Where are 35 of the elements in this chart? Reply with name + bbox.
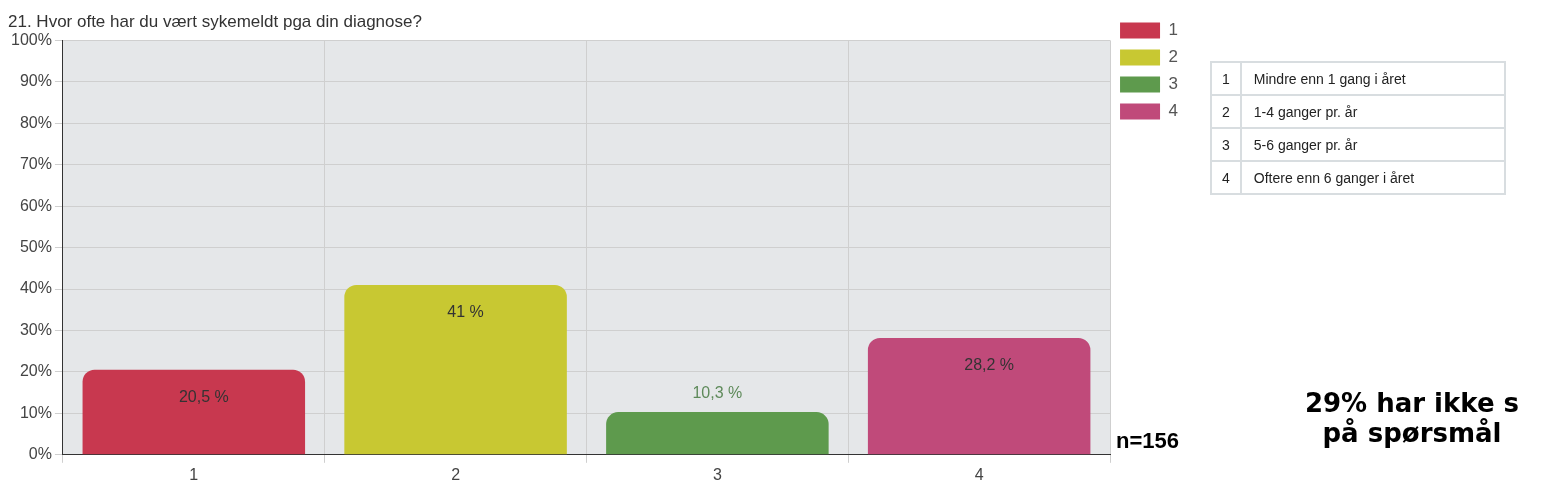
data-label: 28,2 % [964,355,1015,373]
data-label: 41 % [447,302,484,320]
legend-label: 2 [1168,47,1179,67]
y-tick-label: 100% [11,30,52,48]
text: Mindre enn 1 gang i året [1240,62,1505,95]
x-tick-label: 4 [974,465,984,483]
x-tick-label: 2 [451,465,461,483]
text: Oftere enn 6 ganger i året [1240,161,1505,194]
text: på spørsmål [1321,418,1503,448]
category-label: 3 [1222,136,1230,153]
data-label: 10,3 % [692,384,743,402]
x-tick-label: 3 [712,465,722,483]
y-tick-label: 40% [19,279,52,297]
category-label: 4 [1222,169,1230,186]
y-tick-label: 20% [19,362,52,380]
y-tick-label: 60% [19,196,52,214]
text: 29% har ikke s [1303,388,1521,418]
category-label: 1 [1222,70,1230,87]
y-tick-label: 10% [19,403,52,421]
text: 1-4 ganger pr. år [1240,95,1505,128]
text: n=156 [1116,428,1179,454]
legend-label: 1 [1168,20,1179,40]
y-tick-label: 70% [19,155,52,173]
y-tick-label: 50% [19,238,52,256]
y-tick-label: 80% [19,113,52,131]
y-tick-label: 90% [19,72,52,90]
legend-label: 4 [1168,101,1179,121]
chart-title: 21. Hvor ofte har du vært sykemeldt pga din diagnose? [8,11,422,31]
y-tick-label: 30% [19,320,52,338]
data-label: 20,5 % [178,387,229,405]
legend-label: 3 [1168,74,1179,94]
category-label: 2 [1222,103,1230,120]
y-tick-label: 0% [28,445,52,463]
x-tick-label: 1 [189,465,199,483]
text: 5-6 ganger pr. år [1240,128,1505,161]
